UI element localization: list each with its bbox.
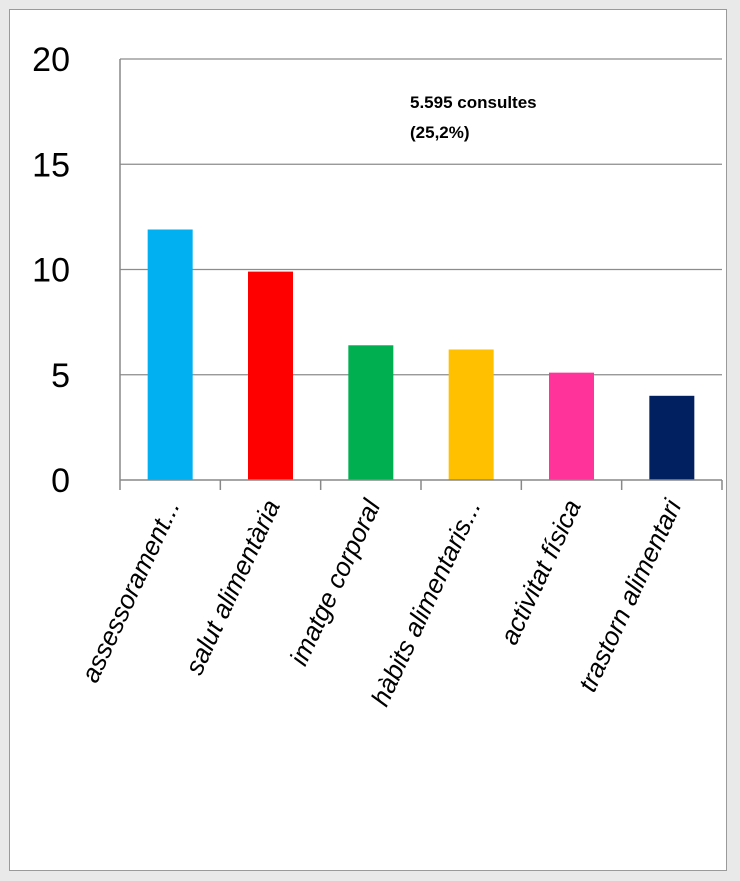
x-tick-marks: [119, 480, 723, 490]
bar-1: [248, 271, 293, 480]
bar-0: [147, 229, 193, 480]
y-tick-label-20: 20: [32, 41, 70, 79]
y-tick-labels: 0 5 10 15 20: [32, 41, 70, 500]
category-label-3: hàbits alimentaris...: [365, 495, 487, 711]
y-tick-label-5: 5: [51, 357, 70, 395]
y-tick-label-10: 10: [32, 252, 70, 290]
category-label-2: imatge corporal: [283, 494, 386, 670]
category-label-1: salut alimentària: [179, 495, 286, 679]
category-label-4: activitat física: [494, 495, 587, 649]
bars: [147, 229, 695, 480]
y-tick-label-0: 0: [51, 462, 70, 500]
bar-5: [649, 395, 695, 480]
bar-3: [448, 349, 494, 480]
category-label-5: trastorn alimentari: [572, 494, 688, 696]
category-labels: assessorament...salut alimentàriaimatge …: [75, 494, 688, 711]
category-label-0: assessorament...: [75, 495, 186, 687]
bar-4: [549, 372, 594, 480]
bar-2: [348, 345, 394, 480]
annotation-line-2: (25,2%): [410, 123, 470, 142]
y-tick-label-15: 15: [32, 146, 70, 184]
annotation-line-1: 5.595 consultes: [410, 93, 537, 112]
gridlines: [120, 58, 722, 376]
